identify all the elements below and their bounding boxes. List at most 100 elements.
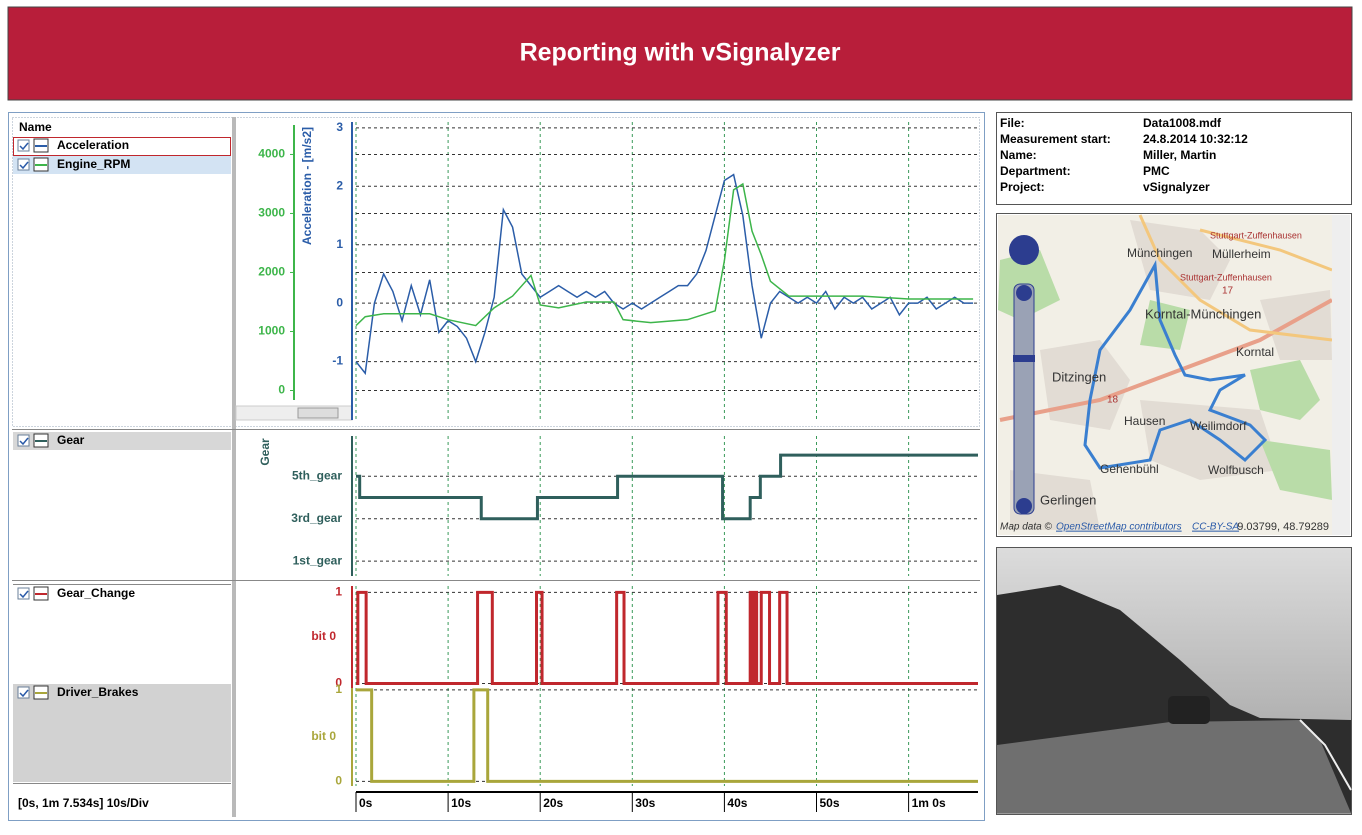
road-marking xyxy=(1299,719,1352,791)
y-tick-label: 5th_gear xyxy=(292,468,342,482)
row-highlight xyxy=(13,432,231,450)
check xyxy=(19,161,29,170)
x-tick-label: 40s xyxy=(727,796,747,810)
status-text: [0s, 1m 7.534s] 10s/Div xyxy=(18,796,149,810)
info-label: Name: xyxy=(1000,148,1037,162)
info-rows: File: Data1008.mdf Measurement start: 24.8.… xyxy=(1000,116,1248,194)
info-value: PMC xyxy=(1143,164,1170,178)
checkbox[interactable] xyxy=(17,587,30,600)
signal-line xyxy=(355,182,974,327)
info-label: File: xyxy=(1000,116,1025,130)
map-label: Münchingen xyxy=(1127,246,1192,260)
info-panel xyxy=(996,112,1352,205)
y-tick-label: 2 xyxy=(336,178,343,192)
route xyxy=(1083,260,1268,470)
check xyxy=(19,590,29,599)
info-value: Miller, Martin xyxy=(1143,148,1216,162)
header-title: Reporting with vSignalyzer xyxy=(520,39,841,67)
map-label: Ditzingen xyxy=(1052,369,1106,384)
x-tick-label: 10s xyxy=(451,796,471,810)
map[interactable]: Münchingen Müllerheim Stuttgart-Zuffenha… xyxy=(996,213,1352,537)
y-tick-label: 1 xyxy=(336,237,343,251)
column-header: Name xyxy=(19,120,52,134)
info-value: 24.8.2014 10:32:12 xyxy=(1143,132,1248,146)
row-selected[interactable] xyxy=(13,137,231,156)
checkbox[interactable] xyxy=(17,158,30,171)
road xyxy=(1199,228,1333,272)
map-label: 17 xyxy=(1222,286,1234,297)
zoom-slider[interactable] xyxy=(1013,283,1035,515)
map-scrollbar[interactable] xyxy=(1332,215,1350,535)
map-coordinates: 9.03799, 48.79289 xyxy=(1237,521,1329,533)
checkbox[interactable] xyxy=(17,139,30,152)
road xyxy=(997,720,1351,813)
y-tick-label: 1 xyxy=(335,682,342,696)
map-link[interactable]: OpenStreetMap contributors xyxy=(1056,522,1182,533)
x-tick-label: 0s xyxy=(359,796,373,810)
checkbox[interactable] xyxy=(17,686,30,699)
info-label: Measurement start: xyxy=(1000,132,1111,146)
row-highlight xyxy=(13,684,231,782)
plot-frame xyxy=(12,117,980,427)
map-label: Stuttgart-Zuffenhausen xyxy=(1180,272,1272,282)
scroll-thumb[interactable] xyxy=(297,407,339,419)
map-label: Gehenbühl xyxy=(1100,462,1159,476)
row-highlight xyxy=(13,155,231,174)
x-tick-label: 1m 0s xyxy=(912,796,946,810)
checkbox[interactable] xyxy=(17,434,30,447)
pan-control[interactable] xyxy=(1009,235,1039,265)
check xyxy=(19,437,29,446)
splitter[interactable] xyxy=(232,117,236,817)
signal-step xyxy=(356,688,978,783)
y-axis-title: Gear xyxy=(258,438,272,466)
signal-line xyxy=(355,173,974,376)
road xyxy=(999,298,1333,422)
signal-step xyxy=(356,590,978,685)
signal-name: Acceleration xyxy=(57,138,129,152)
header-bar xyxy=(7,6,1353,101)
y-tick-label: 3rd_gear xyxy=(291,511,342,525)
check xyxy=(19,142,29,151)
y-tick-label: 3 xyxy=(336,120,343,134)
map-label: Korntal-Münchingen xyxy=(1145,306,1261,321)
y-tick-label: -1 xyxy=(332,354,343,368)
y-tick-label: 0 xyxy=(335,676,342,690)
y-tick-label: 0 xyxy=(335,774,342,788)
y2-tick-label: 0 xyxy=(278,383,285,397)
map-link[interactable]: CC-BY-SA xyxy=(1192,522,1239,533)
y2-tick-label: 2000 xyxy=(258,265,285,279)
x-tick-label: 30s xyxy=(635,796,655,810)
y2-tick-label: 1000 xyxy=(258,324,285,338)
map-label: 18 xyxy=(1107,395,1119,406)
y-axis-title: Acceleration - [m/s2] xyxy=(300,127,314,245)
info-label: Project: xyxy=(1000,180,1045,194)
info-label: Department: xyxy=(1000,164,1071,178)
info-value: vSignalyzer xyxy=(1143,180,1210,194)
signal-name: Gear_Change xyxy=(57,586,135,600)
x-tick-label: 50s xyxy=(820,796,840,810)
y-tick-label: 0 xyxy=(336,295,343,309)
map-label: Hausen xyxy=(1124,414,1165,428)
signal-step xyxy=(356,453,978,521)
check xyxy=(19,689,29,698)
map-label: Korntal xyxy=(1236,345,1274,359)
map-attribution: Map data © xyxy=(1000,522,1052,533)
forest xyxy=(998,250,1332,500)
road xyxy=(1138,214,1333,342)
zoom-in[interactable] xyxy=(1016,285,1032,301)
y-axis-title: bit 0 xyxy=(311,629,336,643)
y-tick-label: 1 xyxy=(335,585,342,599)
map-label: Müllerheim xyxy=(1212,247,1271,261)
y2-tick-label: 3000 xyxy=(258,206,285,220)
x-tick-label: 20s xyxy=(543,796,563,810)
map-label: Weilimdorf xyxy=(1190,419,1247,433)
zoom-handle[interactable] xyxy=(1013,355,1035,362)
zoom-out[interactable] xyxy=(1016,498,1032,514)
map-label: Gerlingen xyxy=(1040,492,1096,507)
car xyxy=(1168,696,1210,724)
map-label: Wolfbusch xyxy=(1208,463,1264,477)
y-tick-label: 1st_gear xyxy=(293,553,343,567)
y-axis-title: bit 0 xyxy=(311,729,336,743)
